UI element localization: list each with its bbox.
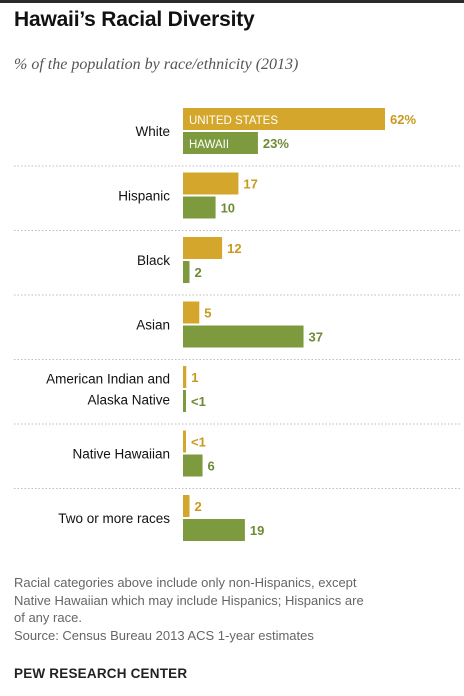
legend-hawaii: HAWAII xyxy=(189,139,229,151)
data-label: 5 xyxy=(204,306,211,321)
footnote-line: Native Hawaiian which may include Hispan… xyxy=(14,592,364,608)
category-label: American Indian and xyxy=(46,372,170,387)
brand-name: PEW RESEARCH CENTER xyxy=(14,666,188,681)
category-label: Two or more races xyxy=(58,511,170,526)
data-label: 12 xyxy=(227,241,241,256)
legend-united-states: UNITED STATES xyxy=(189,115,278,127)
category-label: Native Hawaiian xyxy=(72,447,170,462)
data-label: 23% xyxy=(263,136,289,151)
data-label: 19 xyxy=(250,523,264,538)
data-label: 62% xyxy=(390,112,416,127)
data-label: 2 xyxy=(195,499,202,514)
bar-hawaii xyxy=(183,196,216,219)
category-label: Asian xyxy=(136,318,170,333)
data-label: 2 xyxy=(195,265,202,280)
category-label: Alaska Native xyxy=(87,393,170,408)
bar-chart: White UNITED STATES 62% HAWAII 23% Hispanic 17… xyxy=(14,108,462,541)
footnote-line: of any race. xyxy=(14,610,82,625)
chart-title: Hawaii’s Racial Diversity xyxy=(14,8,255,31)
bar-hawaii xyxy=(183,519,245,541)
bar-hawaii xyxy=(183,390,186,412)
bar-united-states xyxy=(183,237,223,259)
category-label: White xyxy=(135,124,170,139)
footnote: Racial categories above include only non… xyxy=(14,574,458,644)
bar-hawaii xyxy=(183,261,190,283)
data-label: 17 xyxy=(243,177,257,192)
data-label: <1 xyxy=(191,394,206,409)
bar-united-states xyxy=(183,430,186,453)
bar-hawaii xyxy=(183,325,304,348)
category-label: Hispanic xyxy=(118,189,170,204)
data-label: 1 xyxy=(191,370,198,385)
source-note: Source: Census Bureau 2013 ACS 1-year es… xyxy=(14,627,314,643)
bar-hawaii xyxy=(183,132,258,154)
bar-hawaii xyxy=(183,454,203,477)
bar-united-states xyxy=(183,172,239,195)
data-label: 37 xyxy=(309,330,323,345)
chart-subtitle: % of the population by race/ethnicity (2… xyxy=(14,56,299,73)
bar-united-states xyxy=(183,495,190,517)
data-label: 6 xyxy=(208,459,215,474)
footnote-line: Racial categories above include only non… xyxy=(14,575,357,590)
bar-united-states xyxy=(183,301,200,324)
data-label: <1 xyxy=(191,435,206,450)
category-label: Black xyxy=(137,253,170,268)
data-label: 10 xyxy=(221,201,235,216)
bar-united-states xyxy=(183,108,385,130)
bar-united-states xyxy=(183,366,187,388)
top-rule xyxy=(0,0,464,3)
